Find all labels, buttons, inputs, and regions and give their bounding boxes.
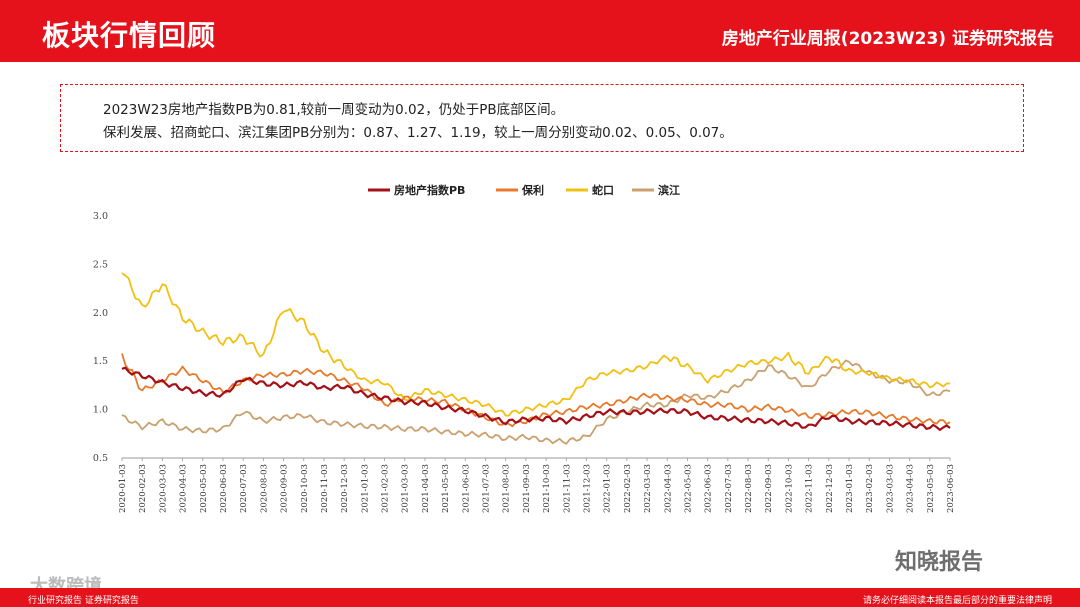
x-tick-label: 2021-07-03	[482, 464, 492, 513]
x-tick-label: 2022-02-03	[623, 464, 633, 513]
x-tick-label: 2020-06-03	[219, 464, 229, 513]
x-tick-label: 2023-02-03	[865, 464, 875, 513]
footer-left-text: 行业研究报告 证券研究报告	[28, 596, 139, 606]
y-tick-label: 1.0	[93, 405, 108, 416]
x-tick-label: 2022-09-03	[764, 464, 774, 513]
x-tick-label: 2022-07-03	[724, 464, 734, 513]
x-tick-label: 2022-08-03	[744, 464, 754, 513]
x-tick-label: 2023-06-03	[946, 464, 956, 513]
x-tick-label: 2020-04-03	[179, 464, 189, 513]
y-tick-label: 1.5	[93, 356, 108, 367]
x-tick-label: 2022-01-03	[603, 464, 613, 513]
x-tick-label: 2020-11-03	[320, 464, 330, 513]
x-tick-label: 2020-02-03	[138, 464, 148, 513]
x-tick-label: 2020-01-03	[118, 464, 128, 513]
x-tick-label: 2021-09-03	[522, 464, 532, 513]
x-tick-label: 2022-03-03	[643, 464, 653, 513]
x-tick-label: 2021-03-03	[401, 464, 411, 513]
x-tick-label: 2020-03-03	[158, 464, 168, 513]
x-tick-label: 2023-03-03	[885, 464, 895, 513]
footer-disclaimer: 请务必仔细阅读本报告最后部分的重要法律声明	[862, 596, 1052, 606]
x-tick-label: 2021-01-03	[360, 464, 370, 513]
x-tick-label: 2020-09-03	[280, 464, 290, 513]
x-tick-label: 2021-05-03	[441, 464, 451, 513]
legend-label: 滨江	[658, 183, 680, 197]
x-tick-label: 2020-08-03	[259, 464, 269, 513]
x-tick-label: 2021-04-03	[421, 464, 431, 513]
summary-line-2: 保利发展、招商蛇口、滨江集团PB分别为：0.87、1.27、1.19，较上一周分…	[103, 125, 733, 141]
x-tick-label: 2020-05-03	[199, 464, 209, 513]
x-tick-label: 2022-10-03	[784, 464, 794, 513]
x-tick-label: 2021-06-03	[461, 464, 471, 513]
x-tick-label: 2022-05-03	[683, 464, 693, 513]
pb-line-chart: 0.5 1.0 1.5 2.0 2.5 3.0 2020-01-03 2020-02-03 20…	[93, 183, 956, 513]
x-tick-label: 2021-11-03	[562, 464, 572, 513]
y-tick-label: 2.0	[93, 308, 108, 319]
x-tick-label: 2022-06-03	[704, 464, 714, 513]
series-line	[121, 359, 951, 445]
section-title: 板块行情回顾	[42, 19, 217, 52]
legend-label: 房地产指数PB	[394, 183, 465, 197]
x-tick-label: 2022-12-03	[825, 464, 835, 513]
header-bar: 板块行情回顾 房地产行业周报(2023W23) 证券研究报告	[0, 0, 1080, 62]
watermark-brand: 知晓报告	[895, 550, 984, 575]
legend-label: 蛇口	[592, 183, 614, 197]
x-tick-label: 2021-08-03	[502, 464, 512, 513]
x-tick-label: 2022-04-03	[663, 464, 673, 513]
x-tick-label: 2022-11-03	[805, 464, 815, 513]
x-tick-label: 2023-01-03	[845, 464, 855, 513]
report-title: 房地产行业周报(2023W23) 证券研究报告	[721, 29, 1054, 49]
x-tick-label: 2020-10-03	[300, 464, 310, 513]
x-tick-label: 2023-04-03	[906, 464, 916, 513]
legend-label: 保利	[521, 183, 544, 197]
y-tick-label: 3.0	[93, 211, 108, 222]
series-line	[121, 353, 951, 428]
x-tick-label: 2021-02-03	[381, 464, 391, 513]
series-line	[121, 272, 950, 417]
series-line	[121, 366, 951, 431]
x-tick-label: 2020-12-03	[340, 464, 350, 513]
y-tick-label: 2.5	[93, 259, 108, 270]
footer-bar: 行业研究报告 证券研究报告 请务必仔细阅读本报告最后部分的重要法律声明	[0, 588, 1080, 607]
x-tick-label: 2021-10-03	[542, 464, 552, 513]
x-tick-label: 2023-05-03	[926, 464, 936, 513]
x-tick-label: 2020-07-03	[239, 464, 249, 513]
summary-box: 2023W23房地产指数PB为0.81,较前一周变动为0.02，仍处于PB底部区…	[60, 84, 1024, 152]
x-tick-label: 2021-12-03	[582, 464, 592, 513]
summary-line-1: 2023W23房地产指数PB为0.81,较前一周变动为0.02，仍处于PB底部区…	[103, 102, 565, 118]
y-tick-label: 0.5	[93, 453, 108, 464]
